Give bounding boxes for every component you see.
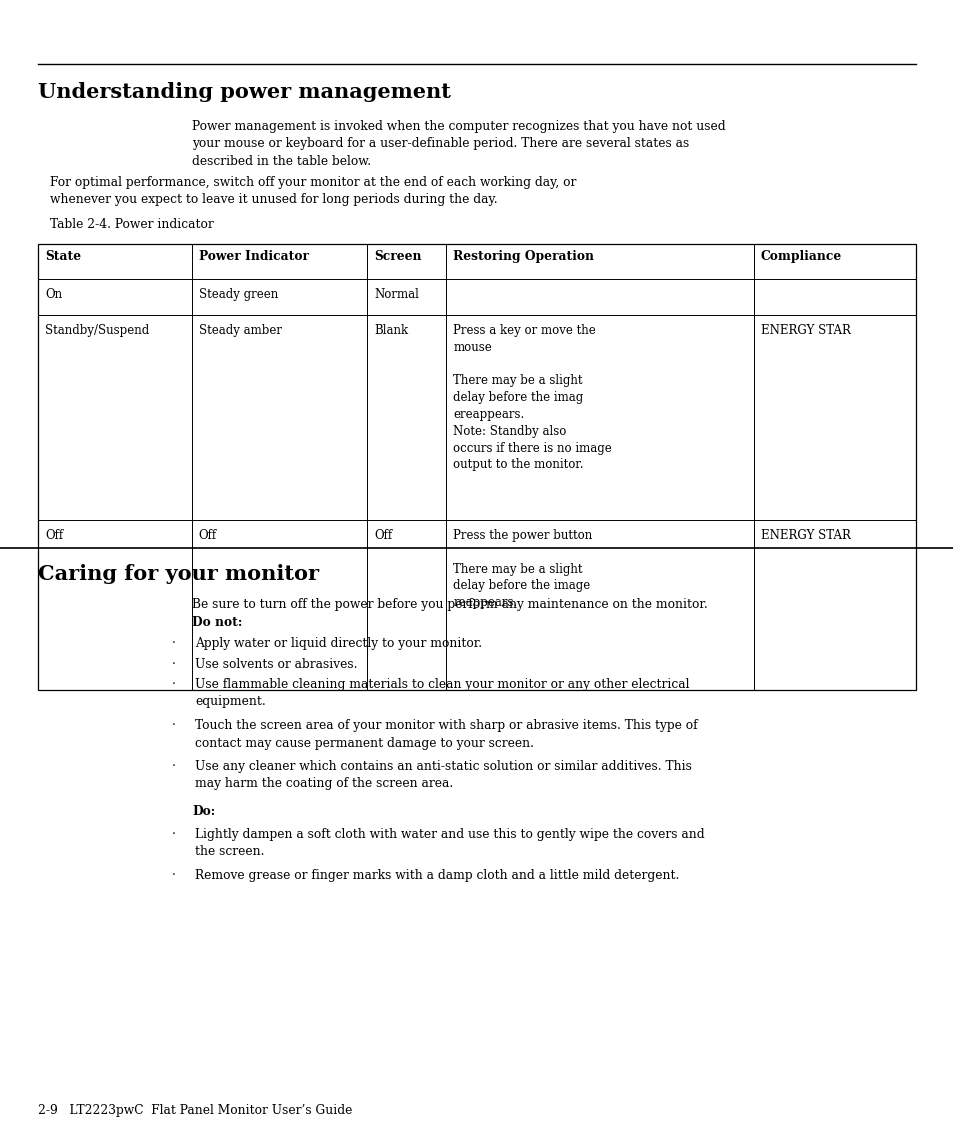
Text: Power Indicator: Power Indicator: [198, 250, 309, 264]
Text: Apply water or liquid directly to your monitor.: Apply water or liquid directly to your m…: [194, 637, 481, 650]
Text: Screen: Screen: [374, 250, 421, 264]
Text: Normal: Normal: [374, 289, 418, 301]
Bar: [38, 244, 915, 690]
Text: Touch the screen area of your monitor with sharp or abrasive items. This type of: Touch the screen area of your monitor wi…: [194, 719, 697, 750]
Text: On: On: [45, 289, 62, 301]
Text: Restoring Operation: Restoring Operation: [453, 250, 594, 264]
Text: Be sure to turn off the power before you perform any maintenance on the monitor.: Be sure to turn off the power before you…: [192, 598, 707, 611]
Text: Off: Off: [45, 529, 63, 542]
Text: ·: ·: [172, 678, 175, 691]
Text: Off: Off: [198, 529, 216, 542]
Text: ·: ·: [172, 637, 175, 650]
Text: Do:: Do:: [192, 805, 215, 818]
Text: ENERGY STAR: ENERGY STAR: [760, 529, 849, 542]
Text: Table 2-4. Power indicator: Table 2-4. Power indicator: [50, 218, 213, 231]
Text: ·: ·: [172, 827, 175, 841]
Text: Blank: Blank: [374, 324, 408, 337]
Text: Remove grease or finger marks with a damp cloth and a little mild detergent.: Remove grease or finger marks with a dam…: [194, 869, 679, 882]
Text: ENERGY STAR: ENERGY STAR: [760, 324, 849, 337]
Text: Use any cleaner which contains an anti-static solution or similar additives. Thi: Use any cleaner which contains an anti-s…: [194, 760, 691, 791]
Text: Use flammable cleaning materials to clean your monitor or any other electrical
e: Use flammable cleaning materials to clea…: [194, 678, 689, 709]
Text: Use solvents or abrasives.: Use solvents or abrasives.: [194, 658, 357, 670]
Text: Press a key or move the
mouse

There may be a slight
delay before the imag
ereap: Press a key or move the mouse There may …: [453, 324, 612, 471]
Text: Do not:: Do not:: [192, 616, 242, 629]
Text: Power management is invoked when the computer recognizes that you have not used
: Power management is invoked when the com…: [192, 120, 725, 168]
Text: Lightly dampen a soft cloth with water and use this to gently wipe the covers an: Lightly dampen a soft cloth with water a…: [194, 827, 704, 858]
Text: Off: Off: [374, 529, 392, 542]
Text: Standby/Suspend: Standby/Suspend: [45, 324, 149, 337]
Text: ·: ·: [172, 719, 175, 732]
Text: ·: ·: [172, 869, 175, 882]
Text: ·: ·: [172, 658, 175, 670]
Text: Steady green: Steady green: [198, 289, 277, 301]
Text: For optimal performance, switch off your monitor at the end of each working day,: For optimal performance, switch off your…: [50, 176, 576, 207]
Text: Steady amber: Steady amber: [198, 324, 281, 337]
Text: 2-9   LT2223pwC  Flat Panel Monitor User’s Guide: 2-9 LT2223pwC Flat Panel Monitor User’s …: [38, 1104, 352, 1117]
Text: Caring for your monitor: Caring for your monitor: [38, 563, 318, 584]
Text: Press the power button

There may be a slight
delay before the image
reappears.: Press the power button There may be a sl…: [453, 529, 592, 609]
Text: State: State: [45, 250, 81, 264]
Text: Understanding power management: Understanding power management: [38, 82, 451, 102]
Text: Compliance: Compliance: [760, 250, 841, 264]
Text: ·: ·: [172, 760, 175, 772]
